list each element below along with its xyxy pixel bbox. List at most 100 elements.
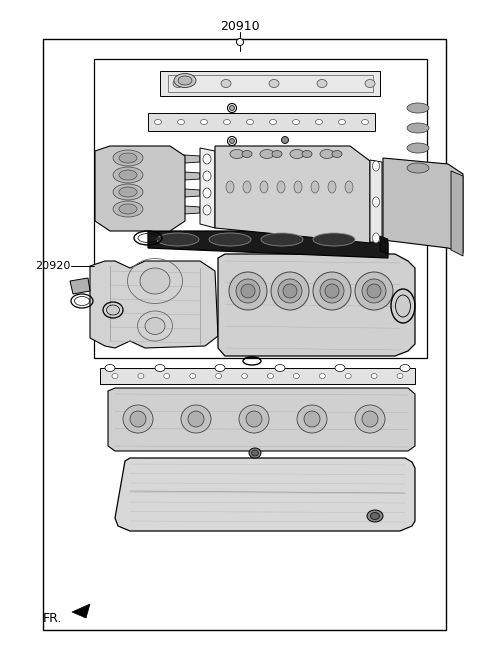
Polygon shape bbox=[72, 604, 90, 618]
Polygon shape bbox=[90, 261, 218, 348]
Bar bbox=[94, 59, 427, 358]
Ellipse shape bbox=[157, 233, 199, 246]
Ellipse shape bbox=[397, 373, 403, 379]
Ellipse shape bbox=[317, 79, 327, 87]
Ellipse shape bbox=[396, 295, 410, 317]
Ellipse shape bbox=[237, 39, 243, 45]
Ellipse shape bbox=[372, 161, 380, 171]
Ellipse shape bbox=[297, 405, 327, 433]
Ellipse shape bbox=[164, 373, 170, 379]
Ellipse shape bbox=[203, 188, 211, 198]
Ellipse shape bbox=[229, 106, 235, 110]
Ellipse shape bbox=[304, 411, 320, 427]
Ellipse shape bbox=[313, 272, 351, 310]
Ellipse shape bbox=[252, 450, 259, 456]
Ellipse shape bbox=[313, 233, 355, 246]
Ellipse shape bbox=[260, 150, 274, 159]
Ellipse shape bbox=[293, 373, 300, 379]
Ellipse shape bbox=[319, 373, 325, 379]
Ellipse shape bbox=[325, 284, 339, 298]
Text: 20910: 20910 bbox=[220, 20, 260, 33]
Ellipse shape bbox=[275, 365, 285, 371]
Polygon shape bbox=[95, 146, 185, 231]
Polygon shape bbox=[108, 388, 415, 451]
Ellipse shape bbox=[272, 150, 282, 157]
Ellipse shape bbox=[345, 373, 351, 379]
Text: FR.: FR. bbox=[43, 611, 62, 625]
Ellipse shape bbox=[203, 154, 211, 164]
Polygon shape bbox=[170, 154, 200, 164]
Ellipse shape bbox=[345, 181, 353, 193]
Ellipse shape bbox=[174, 73, 196, 87]
Ellipse shape bbox=[123, 405, 153, 433]
Ellipse shape bbox=[361, 119, 369, 125]
Ellipse shape bbox=[145, 318, 165, 335]
Ellipse shape bbox=[229, 138, 235, 144]
Polygon shape bbox=[370, 160, 382, 242]
Polygon shape bbox=[160, 71, 380, 96]
Ellipse shape bbox=[407, 123, 429, 133]
Ellipse shape bbox=[355, 405, 385, 433]
Ellipse shape bbox=[269, 119, 276, 125]
Ellipse shape bbox=[119, 204, 137, 214]
Polygon shape bbox=[218, 254, 415, 356]
Ellipse shape bbox=[294, 181, 302, 193]
Ellipse shape bbox=[236, 279, 260, 303]
Ellipse shape bbox=[407, 143, 429, 153]
Ellipse shape bbox=[311, 181, 319, 193]
Ellipse shape bbox=[173, 79, 183, 87]
Ellipse shape bbox=[407, 103, 429, 113]
Ellipse shape bbox=[267, 373, 274, 379]
Ellipse shape bbox=[328, 181, 336, 193]
Ellipse shape bbox=[249, 448, 261, 458]
Ellipse shape bbox=[119, 170, 137, 180]
Ellipse shape bbox=[362, 411, 378, 427]
Ellipse shape bbox=[229, 272, 267, 310]
Ellipse shape bbox=[221, 79, 231, 87]
Ellipse shape bbox=[372, 197, 380, 207]
Ellipse shape bbox=[371, 512, 380, 520]
Ellipse shape bbox=[247, 119, 253, 125]
Ellipse shape bbox=[242, 150, 252, 157]
Ellipse shape bbox=[271, 272, 309, 310]
Polygon shape bbox=[100, 368, 415, 384]
Ellipse shape bbox=[228, 104, 237, 112]
Ellipse shape bbox=[277, 181, 285, 193]
Ellipse shape bbox=[230, 150, 244, 159]
Ellipse shape bbox=[241, 284, 255, 298]
Ellipse shape bbox=[338, 119, 346, 125]
Ellipse shape bbox=[155, 365, 165, 371]
Ellipse shape bbox=[113, 184, 143, 200]
Ellipse shape bbox=[188, 411, 204, 427]
Ellipse shape bbox=[113, 150, 143, 166]
Ellipse shape bbox=[269, 79, 279, 87]
Polygon shape bbox=[200, 148, 215, 228]
Ellipse shape bbox=[113, 167, 143, 183]
Polygon shape bbox=[115, 458, 415, 531]
Ellipse shape bbox=[105, 365, 115, 371]
Polygon shape bbox=[148, 231, 388, 258]
Ellipse shape bbox=[209, 233, 251, 246]
Ellipse shape bbox=[355, 272, 393, 310]
Ellipse shape bbox=[372, 233, 380, 243]
Ellipse shape bbox=[367, 510, 383, 522]
Polygon shape bbox=[170, 205, 200, 215]
Polygon shape bbox=[170, 188, 200, 198]
Polygon shape bbox=[148, 113, 375, 131]
Ellipse shape bbox=[278, 279, 302, 303]
Ellipse shape bbox=[190, 373, 196, 379]
Ellipse shape bbox=[290, 150, 304, 159]
Ellipse shape bbox=[155, 119, 161, 125]
Ellipse shape bbox=[178, 119, 184, 125]
Ellipse shape bbox=[371, 373, 377, 379]
Ellipse shape bbox=[224, 119, 230, 125]
Polygon shape bbox=[215, 146, 370, 243]
Ellipse shape bbox=[107, 305, 120, 315]
Ellipse shape bbox=[407, 163, 429, 173]
Ellipse shape bbox=[281, 136, 288, 144]
Ellipse shape bbox=[362, 279, 386, 303]
Ellipse shape bbox=[112, 373, 118, 379]
Ellipse shape bbox=[178, 76, 192, 85]
Ellipse shape bbox=[119, 187, 137, 197]
Ellipse shape bbox=[215, 365, 225, 371]
